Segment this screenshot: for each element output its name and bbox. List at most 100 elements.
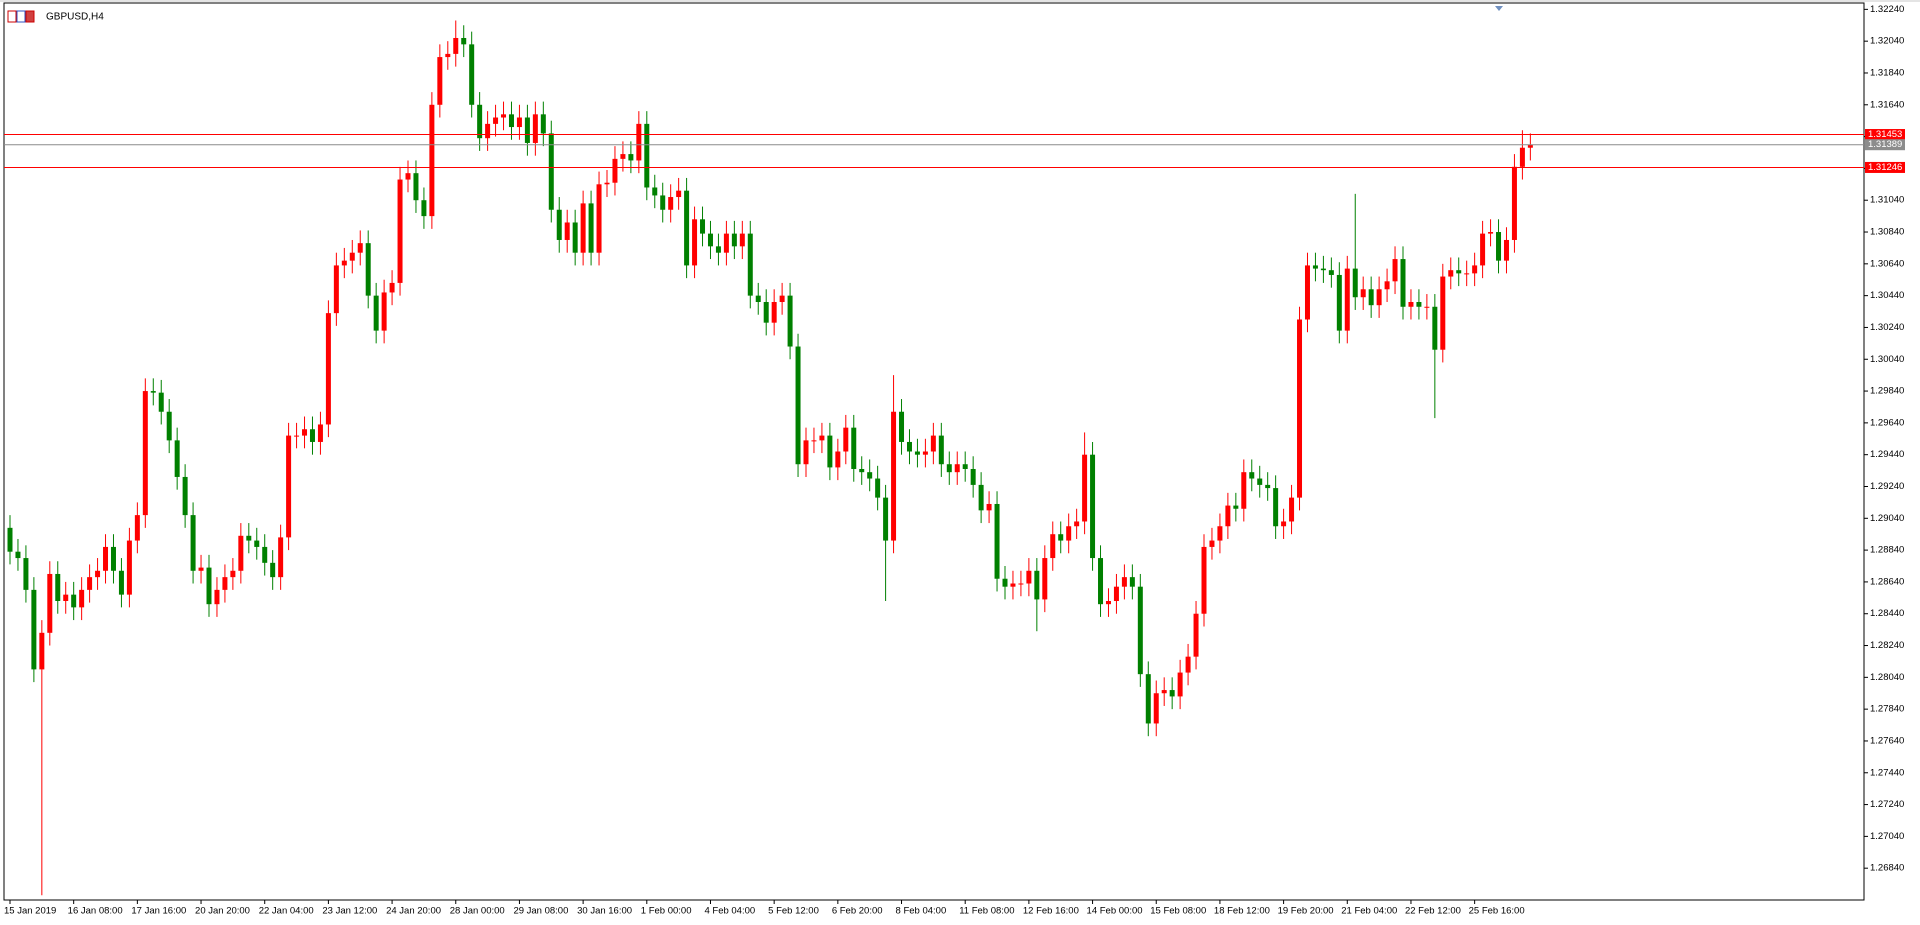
candle-body	[715, 246, 721, 253]
candle-body	[803, 440, 809, 465]
candle-body	[1392, 259, 1398, 282]
candle-body	[47, 573, 53, 633]
candle-body	[867, 472, 873, 479]
candle-body	[540, 114, 546, 134]
y-tick-label: 1.26840	[1870, 863, 1904, 874]
candle-body	[1480, 233, 1486, 266]
candle-body	[620, 154, 626, 159]
x-tick-label: 20 Jan 20:00	[195, 906, 250, 917]
candle-body	[556, 209, 562, 240]
candle-body	[684, 190, 690, 266]
price-label-box	[1865, 161, 1905, 173]
candle-body	[843, 427, 849, 452]
x-tick-label: 17 Jan 16:00	[131, 906, 186, 917]
candle-body	[795, 346, 801, 465]
candle-body	[859, 468, 865, 473]
candle-body	[652, 187, 658, 196]
candle-body	[1018, 583, 1024, 585]
candle-body	[365, 243, 371, 296]
candle-body	[1193, 613, 1199, 657]
candle-body	[739, 233, 745, 247]
candle-body	[1225, 505, 1231, 527]
candle-body	[445, 53, 451, 58]
candle-body	[389, 282, 395, 293]
candle-body	[891, 411, 897, 541]
candle-body	[524, 117, 530, 143]
candle-body	[142, 391, 148, 516]
candle-body	[1113, 586, 1119, 601]
candle-body	[302, 429, 308, 436]
plot-frame	[3, 2, 1865, 901]
candle-body	[333, 265, 339, 314]
candle-body	[883, 497, 889, 541]
candle-body	[811, 440, 817, 442]
candle-body	[1416, 302, 1422, 307]
candle-body	[763, 302, 769, 323]
candle-body	[238, 535, 244, 571]
x-tick-label: 24 Jan 20:00	[386, 906, 441, 917]
candle-body	[1344, 268, 1350, 331]
candle-body	[1249, 472, 1255, 479]
candle-body	[1408, 302, 1414, 307]
candle-body	[994, 503, 1000, 579]
candle-body	[1233, 505, 1239, 509]
y-tick-label: 1.31840	[1870, 67, 1904, 78]
icon-part	[7, 10, 17, 23]
candle-body	[158, 392, 164, 412]
candle-body	[747, 233, 753, 296]
chart-title: GBPUSD,H4	[46, 12, 104, 23]
candle-body	[198, 567, 204, 571]
candle-body	[39, 632, 45, 670]
candle-body	[612, 158, 618, 183]
candle-body	[1456, 270, 1462, 274]
candle-body	[214, 589, 220, 605]
y-tick-label: 1.30440	[1870, 290, 1904, 301]
candle-body	[1002, 578, 1008, 587]
candle-body	[1297, 319, 1303, 498]
candle-body	[1129, 577, 1135, 587]
candle-body	[755, 295, 761, 302]
candle-body	[278, 537, 284, 578]
candle-body	[851, 427, 857, 469]
candle-body	[731, 233, 737, 247]
candle-body	[341, 260, 347, 266]
candle-body	[1010, 583, 1016, 587]
candle-body	[676, 190, 682, 198]
candle-body	[477, 104, 483, 139]
y-tick-label: 1.30040	[1870, 354, 1904, 365]
candle-body	[1066, 526, 1072, 541]
x-tick-label: 23 Jan 12:00	[322, 906, 377, 917]
y-tick-label: 1.30840	[1870, 227, 1904, 238]
candle-body	[1281, 521, 1287, 527]
candle-body	[1448, 270, 1454, 277]
candle-body	[1320, 268, 1326, 271]
x-tick-label: 21 Feb 04:00	[1341, 906, 1397, 917]
candle-body	[79, 589, 85, 608]
candle-body	[1336, 274, 1342, 331]
candle-body	[827, 435, 833, 468]
candle-body	[564, 222, 570, 240]
candle-body	[978, 484, 984, 511]
candle-body	[1137, 586, 1143, 675]
candle-body	[930, 435, 936, 452]
candle-body	[7, 527, 13, 552]
candle-body	[1153, 693, 1159, 724]
candle-body	[206, 567, 212, 605]
y-tick-label: 1.28040	[1870, 672, 1904, 683]
candle-body	[1265, 484, 1271, 489]
candle-body	[166, 411, 172, 441]
price-label: 1.31389	[1868, 139, 1902, 150]
candle-body	[63, 594, 69, 601]
x-tick-label: 8 Feb 04:00	[896, 906, 947, 917]
y-tick-label: 1.27840	[1870, 704, 1904, 715]
candle-body	[548, 133, 554, 210]
candle-body	[397, 179, 403, 283]
candle-body	[1384, 281, 1390, 290]
x-tick-label: 29 Jan 08:00	[513, 906, 568, 917]
candle-body	[453, 37, 459, 54]
candle-body	[1424, 306, 1430, 308]
candle-body	[899, 411, 905, 442]
candle-body	[1488, 232, 1494, 234]
candle-body	[508, 114, 514, 128]
